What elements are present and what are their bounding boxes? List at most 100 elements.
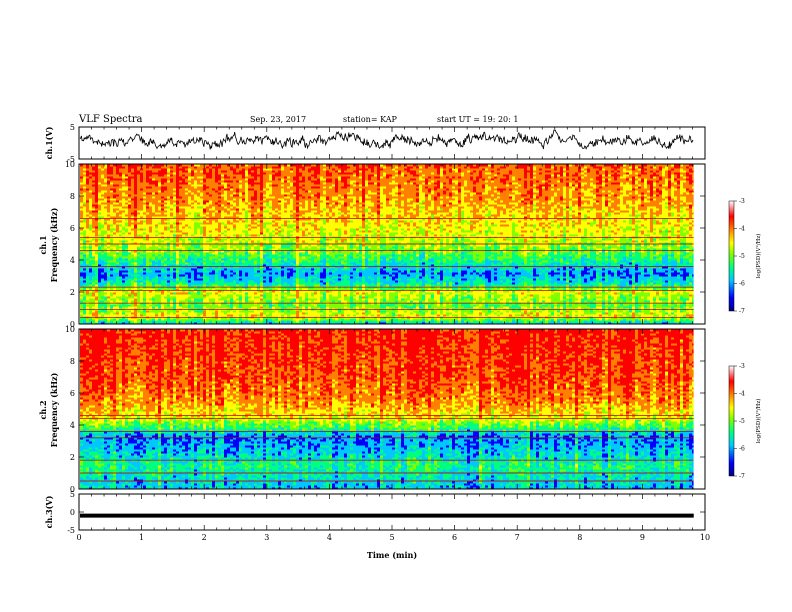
spectrogram-cell xyxy=(221,193,224,195)
spectrogram-cell xyxy=(158,185,161,187)
spectrogram-cell xyxy=(239,255,242,257)
spectrogram-cell xyxy=(188,275,191,277)
spectrogram-cell xyxy=(110,315,113,317)
spectrogram-cell xyxy=(179,255,182,257)
spectrogram-cell xyxy=(209,179,212,181)
spectrogram-cell xyxy=(89,185,92,187)
spectrogram-cell xyxy=(206,269,209,271)
spectrogram-cell xyxy=(167,269,170,271)
spectrogram-cell xyxy=(191,297,194,299)
spectrogram-cell xyxy=(200,283,203,285)
spectrogram-cell xyxy=(146,185,149,187)
spectrogram-cell xyxy=(92,213,95,215)
spectrogram-cell xyxy=(254,241,257,243)
spectrogram-cell xyxy=(206,179,209,181)
spectrogram-cell xyxy=(239,181,242,183)
spectrogram-cell xyxy=(104,293,107,295)
spectrogram-cell xyxy=(152,313,155,315)
spectrogram-cell xyxy=(95,319,98,321)
spectrogram-cell xyxy=(152,245,155,247)
spectrogram-cell xyxy=(191,315,194,317)
spectrogram-cell xyxy=(116,199,119,201)
spectrogram-cell xyxy=(116,277,119,279)
spectrogram-cell xyxy=(209,253,212,255)
spectrogram-cell xyxy=(155,205,158,207)
spectrogram-cell xyxy=(116,195,119,197)
spectrogram-cell xyxy=(119,185,122,187)
spectrogram-cell xyxy=(218,215,221,217)
spectrogram-cell xyxy=(119,245,122,247)
spectrogram-cell xyxy=(248,239,251,241)
spectrogram-cell xyxy=(134,167,137,169)
spectrogram-cell xyxy=(182,191,185,193)
spectrogram-cell xyxy=(224,185,227,187)
spectrogram-cell xyxy=(149,165,152,167)
spectrogram-cell xyxy=(221,175,224,177)
spectrogram-cell xyxy=(92,299,95,301)
spectrogram-cell xyxy=(200,193,203,195)
spectrogram-cell xyxy=(110,263,113,265)
spectrogram-cell xyxy=(215,169,218,171)
spectrogram-cell xyxy=(215,279,218,281)
spectrogram-cell xyxy=(200,215,203,217)
spectrogram-cell xyxy=(254,273,257,275)
spectrogram-cell xyxy=(119,195,122,197)
spectrogram-cell xyxy=(257,277,260,279)
spectrogram-cell xyxy=(167,297,170,299)
spectrogram-cell xyxy=(137,209,140,211)
spectrogram-cell xyxy=(209,257,212,259)
spectrogram-cell xyxy=(128,319,131,321)
spectrogram-cell xyxy=(257,211,260,213)
spectrogram-cell xyxy=(248,207,251,209)
spectrogram-cell xyxy=(143,307,146,309)
spectrogram-cell xyxy=(221,229,224,231)
spectrogram-cell xyxy=(236,315,239,317)
spectrogram-cell xyxy=(116,293,119,295)
spectrogram-cell xyxy=(110,293,113,295)
spectrogram-cell xyxy=(251,315,254,317)
spectrogram-cell xyxy=(200,229,203,231)
spectrogram-cell xyxy=(107,193,110,195)
spectrogram-cell xyxy=(176,285,179,287)
spectrogram-cell xyxy=(203,177,206,179)
spectrogram-cell xyxy=(245,263,248,265)
spectrogram-cell xyxy=(80,225,83,227)
spectrogram-cell xyxy=(221,299,224,301)
spectrogram-cell xyxy=(209,297,212,299)
spectrogram-cell xyxy=(173,199,176,201)
spectrogram-cell xyxy=(179,247,182,249)
spectrogram-cell xyxy=(170,299,173,301)
spectrogram-cell xyxy=(134,311,137,313)
spectrogram-cell xyxy=(227,285,230,287)
spectrogram-cell xyxy=(242,169,245,171)
spectrogram-cell xyxy=(140,229,143,231)
spectrogram-cell xyxy=(206,319,209,321)
spectrogram-cell xyxy=(242,307,245,309)
spectrogram-cell xyxy=(248,301,251,303)
spectrogram-cell xyxy=(149,211,152,213)
spectrogram-cell xyxy=(173,183,176,185)
spectrogram-cell xyxy=(197,185,200,187)
spectrogram-cell xyxy=(149,225,152,227)
spectrogram-cell xyxy=(119,171,122,173)
spectrogram-cell xyxy=(191,295,194,297)
spectrogram-cell xyxy=(161,285,164,287)
spectrogram-cell xyxy=(182,195,185,197)
spectrogram-cell xyxy=(101,277,104,279)
spectrogram-cell xyxy=(185,283,188,285)
spectrogram-cell xyxy=(194,221,197,223)
spectrogram-cell xyxy=(224,173,227,175)
spectrogram-cell xyxy=(236,191,239,193)
spectrogram-cell xyxy=(206,299,209,301)
spectrogram-cell xyxy=(101,193,104,195)
spectrogram-cell xyxy=(83,175,86,177)
spectrogram-cell xyxy=(176,211,179,213)
spectrogram-cell xyxy=(185,189,188,191)
spectrogram-cell xyxy=(131,231,134,233)
spectrogram-cell xyxy=(206,311,209,313)
spectrogram-cell xyxy=(179,275,182,277)
spectrogram-cell xyxy=(260,191,263,193)
spectrogram-cell xyxy=(197,175,200,177)
spectrogram-cell xyxy=(143,177,146,179)
spectrogram-cell xyxy=(164,313,167,315)
